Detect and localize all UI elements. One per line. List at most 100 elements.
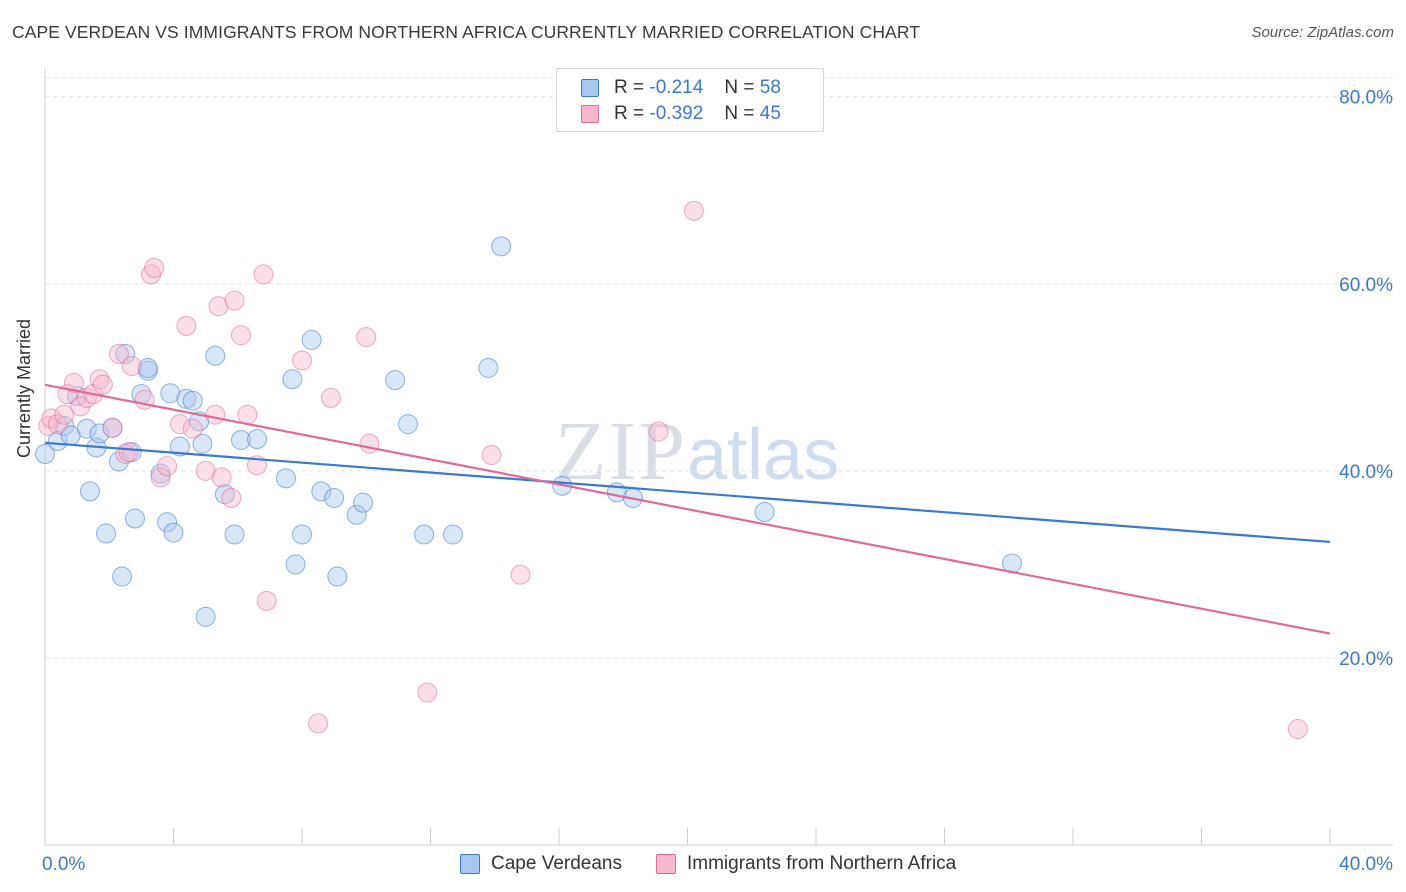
northern-africa-trendline: [44, 383, 1331, 635]
northern-africa-point: [157, 456, 178, 477]
northern-africa-point: [150, 467, 171, 488]
northern-africa-point: [176, 315, 197, 336]
cape-verdeans-point: [35, 444, 55, 465]
cape-verdeans-legend-swatch: [460, 854, 480, 874]
northern-africa-point: [118, 442, 139, 463]
watermark-zip: ZIP: [555, 405, 687, 498]
cape-verdeans-point: [414, 524, 435, 545]
northern-africa-point: [481, 444, 502, 465]
r-value: -0.214: [649, 77, 704, 98]
northern-africa-point: [121, 356, 142, 377]
northern-africa-point: [205, 404, 226, 425]
r-label: R =: [614, 77, 645, 98]
northern-africa-point: [211, 467, 232, 488]
cape-verdeans-point: [754, 502, 775, 523]
cape-verdeans-point: [292, 524, 312, 545]
cape-verdeans-point: [398, 414, 419, 435]
northern-africa-point: [54, 404, 75, 425]
cape-verdeans-point: [385, 370, 406, 391]
cape-verdeans-point: [478, 357, 499, 378]
n-value: 58: [759, 77, 781, 98]
n-label: N =: [724, 103, 755, 124]
northern-africa-point: [102, 417, 123, 438]
cape-verdeans-point: [76, 418, 97, 439]
cape-verdeans-point: [157, 512, 178, 533]
cape-verdeans-point: [247, 429, 268, 450]
northern-africa-point: [1287, 719, 1308, 740]
northern-africa-point: [237, 404, 258, 425]
cape-verdeans-point: [47, 430, 68, 451]
legend-label-cape-verdeans: Cape Verdeans: [491, 853, 622, 874]
cape-verdeans-point: [353, 492, 374, 513]
northern-africa-point: [230, 325, 251, 346]
stats-legend: R = -0.214 N = 58 R = -0.392 N = 45: [556, 68, 824, 132]
cape-verdeans-point: [346, 504, 367, 525]
northern-africa-point: [356, 327, 377, 348]
northern-africa-point: [221, 487, 242, 508]
cape-verdeans-point: [96, 523, 117, 544]
y-tick-label: 40.0%: [1339, 462, 1393, 483]
northern-africa-point: [70, 396, 91, 417]
cape-verdeans-point: [124, 508, 145, 529]
cape-verdeans-swatch: [581, 79, 599, 97]
northern-africa-point: [208, 296, 229, 317]
northern-africa-point: [41, 408, 62, 429]
chart-title: CAPE VERDEAN VS IMMIGRANTS FROM NORTHERN…: [12, 22, 921, 42]
northern-africa-point: [256, 590, 277, 611]
cape-verdeans-trendline: [44, 441, 1331, 544]
northern-africa-point: [648, 421, 669, 442]
cape-verdeans-point: [205, 345, 226, 366]
y-tick-label: 80.0%: [1339, 88, 1393, 109]
northern-africa-point: [169, 414, 190, 435]
cape-verdeans-point: [112, 566, 133, 587]
northern-africa-point: [224, 290, 245, 311]
cape-verdeans-point: [324, 487, 345, 508]
cape-verdeans-point: [311, 481, 332, 502]
cape-verdeans-point: [115, 343, 136, 364]
northern-africa-point: [89, 369, 110, 390]
northern-africa-point: [144, 257, 165, 278]
y-tick-label: 60.0%: [1339, 275, 1393, 296]
x-tick-label: 40.0%: [1339, 854, 1393, 875]
cape-verdeans-point: [169, 436, 190, 457]
cape-verdeans-point: [79, 481, 100, 502]
northern-africa-point: [253, 264, 274, 285]
r-label: R =: [614, 103, 645, 124]
cape-verdeans-point: [230, 429, 251, 450]
n-value: 45: [759, 103, 781, 124]
y-tick-label: 20.0%: [1339, 649, 1393, 670]
cape-verdeans-point: [89, 423, 110, 444]
cape-verdeans-point: [137, 357, 158, 378]
northern-africa-point: [182, 418, 203, 439]
northern-africa-point: [683, 200, 704, 221]
northern-africa-point: [320, 387, 341, 408]
northern-africa-point: [308, 713, 329, 734]
y-axis-label: Currently Married: [14, 318, 34, 458]
n-label: N =: [724, 77, 755, 98]
northern-africa-swatch: [581, 105, 599, 123]
cape-verdeans-point: [275, 468, 296, 489]
legend-label-northern-africa: Immigrants from Northern Africa: [687, 853, 957, 874]
cape-verdeans-point: [192, 433, 213, 454]
cape-verdeans-point: [182, 390, 203, 411]
cape-verdeans-point: [214, 484, 235, 505]
northern-africa-point: [292, 350, 312, 371]
northern-africa-point: [510, 564, 531, 585]
watermark-atlas: atlas: [687, 415, 840, 495]
cape-verdeans-point: [163, 522, 184, 543]
northern-africa-point: [108, 343, 129, 364]
watermark: ZIPatlas: [555, 402, 839, 500]
northern-africa-legend-swatch: [656, 854, 676, 874]
cape-verdeans-point: [195, 606, 216, 627]
cape-verdeans-point: [442, 524, 463, 545]
r-value: -0.392: [649, 103, 704, 124]
northern-africa-point: [63, 372, 84, 393]
northern-africa-point: [417, 682, 438, 703]
cape-verdeans-point: [160, 383, 181, 404]
chart-source: Source: ZipAtlas.com: [1251, 24, 1394, 41]
cape-verdeans-point: [282, 369, 303, 390]
northern-africa-point: [92, 374, 113, 395]
northern-africa-point: [359, 433, 380, 454]
cape-verdeans-point: [491, 236, 512, 257]
